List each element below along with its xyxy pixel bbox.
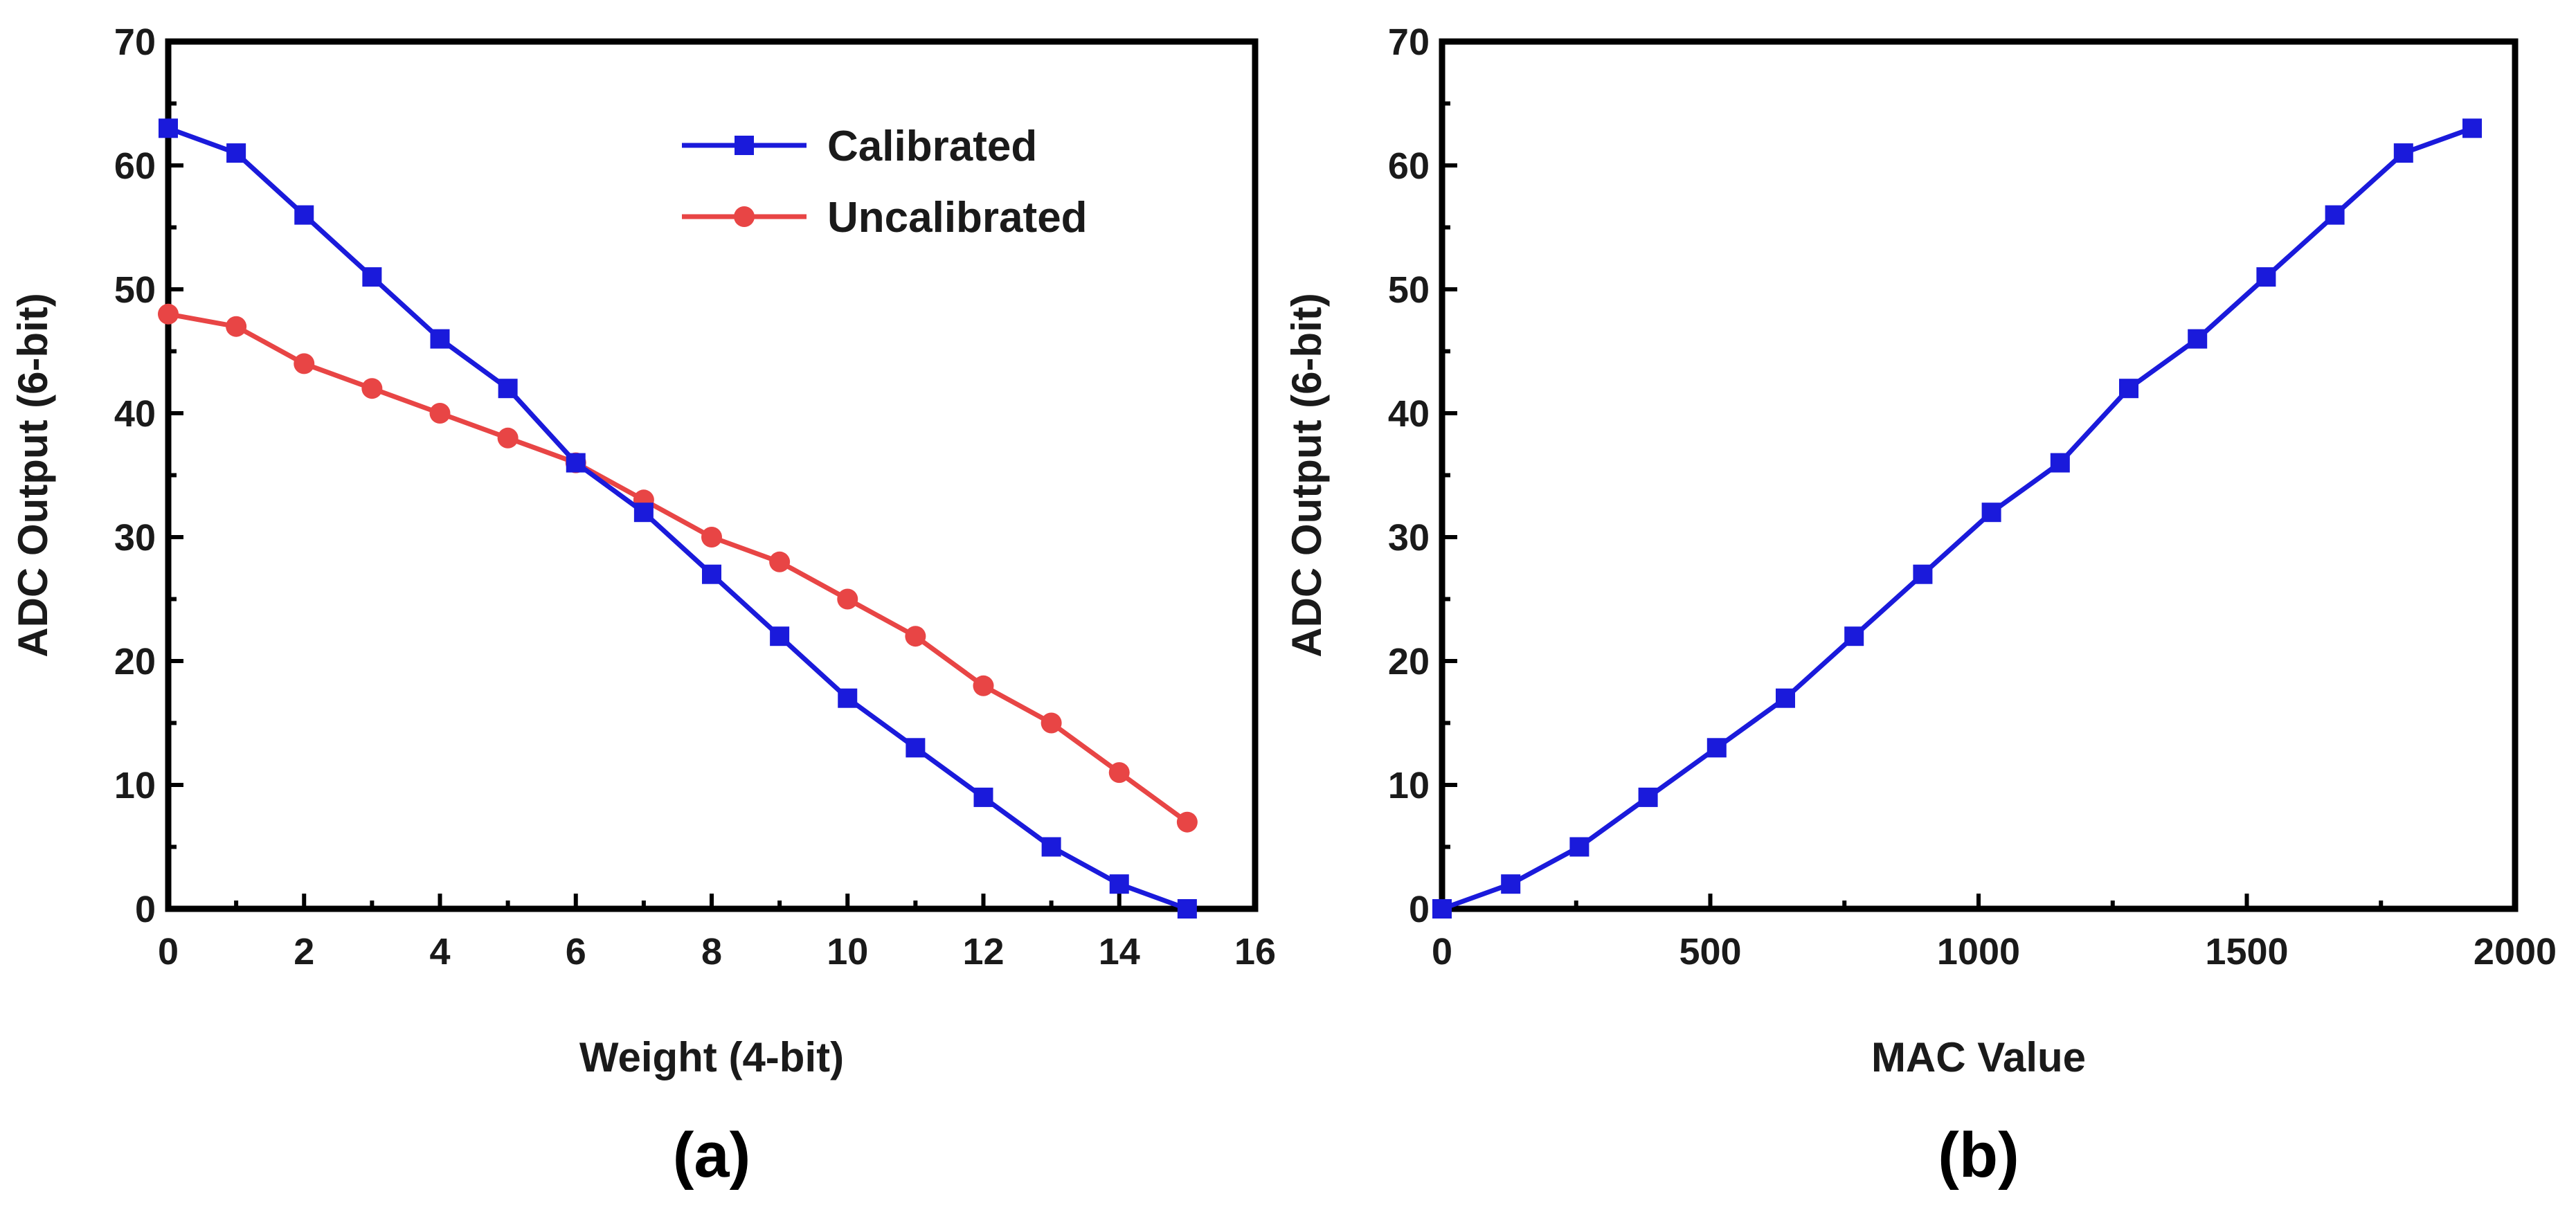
panel-a-series-calibrated-point bbox=[838, 688, 858, 708]
legend-swatch-marker bbox=[735, 136, 754, 155]
legend-label: Uncalibrated bbox=[827, 194, 1088, 242]
panel-a-x-tick-label: 16 bbox=[1234, 931, 1276, 973]
panel-b-plot-frame bbox=[1439, 38, 2519, 912]
panel-a-series-uncalibrated-point bbox=[905, 626, 926, 647]
panel-a-y-axis-label: ADC Output (6-bit) bbox=[10, 293, 56, 658]
panel-a-series-uncalibrated-line bbox=[168, 311, 1189, 824]
legend-label: Calibrated bbox=[827, 123, 1037, 170]
panel-a-y-tick-label: 60 bbox=[114, 145, 156, 187]
panel-a-series-calibrated-point bbox=[633, 503, 654, 523]
panel-a-x-tick-label: 14 bbox=[1099, 931, 1140, 973]
panel-b-y-tick-label: 30 bbox=[1388, 517, 1430, 559]
panel-a-legend: Calibrated Uncalibrated bbox=[682, 123, 1088, 242]
panel-a-series-calibrated-point bbox=[430, 329, 450, 349]
panel-a-x-tick-label: 0 bbox=[158, 931, 179, 973]
panel-a-series-uncalibrated-point bbox=[429, 403, 451, 424]
panel-a-series-calibrated-point bbox=[566, 453, 586, 473]
panel-b-series-adc-point bbox=[2393, 143, 2413, 163]
panel-b-series-adc-point bbox=[2325, 205, 2345, 225]
panel-a-series-uncalibrated-point bbox=[1176, 811, 1198, 833]
panel-b-series-adc-point bbox=[1844, 626, 1864, 646]
panel-a-y-tick-label: 30 bbox=[114, 517, 156, 559]
panel-a-series-uncalibrated-point bbox=[973, 675, 994, 696]
panel-a-series-uncalibrated-point bbox=[837, 588, 858, 610]
panel-a-series-uncalibrated-point bbox=[294, 353, 315, 374]
panel-b-y-axis-label: ADC Output (6-bit) bbox=[1284, 293, 1330, 658]
panel-b-x-tick-label: 1000 bbox=[1937, 931, 2020, 973]
panel-a-series-calibrated-point bbox=[1041, 837, 1061, 857]
panel-b-y-tick-label: 70 bbox=[1388, 21, 1430, 63]
panel-a-series-uncalibrated-point bbox=[361, 378, 383, 399]
panel-b-y-tick-label: 60 bbox=[1388, 145, 1430, 187]
panel-a-x-tick-label: 8 bbox=[701, 931, 722, 973]
panel-b-series-adc-point bbox=[1432, 899, 1452, 919]
panel-b-y-tick-label: 20 bbox=[1388, 641, 1430, 682]
panel-b-x-tick-label: 1500 bbox=[2205, 931, 2288, 973]
panel-a-x-tick-label: 2 bbox=[294, 931, 314, 973]
panel-a-series-calibrated-point bbox=[702, 564, 721, 584]
panel-a-x-axis-label: Weight (4-bit) bbox=[579, 1034, 844, 1080]
panel-b-series-adc-point bbox=[1981, 503, 2001, 523]
panel-a-y-tick-label: 0 bbox=[135, 889, 156, 930]
panel-b-series-adc-point bbox=[1638, 787, 1658, 807]
panel-a-x-tick-label: 4 bbox=[429, 931, 450, 973]
panel-a-series-uncalibrated-point bbox=[1041, 712, 1062, 734]
panel-b-x-tick-label: 500 bbox=[1679, 931, 1741, 973]
panel-a-series-uncalibrated-point bbox=[158, 303, 179, 325]
panel-a-series-uncalibrated-point bbox=[226, 316, 247, 337]
panel-a-series-calibrated-point bbox=[906, 738, 926, 758]
panel-b-series-adc-point bbox=[2462, 118, 2482, 138]
panel-b-series-adc-point bbox=[1776, 688, 1795, 708]
panel-b-series-adc-point bbox=[2050, 453, 2070, 473]
panel-a-y-tick-label: 20 bbox=[114, 641, 156, 682]
panel-a-series-calibrated-point bbox=[159, 118, 178, 138]
panel-a-y-tick-label: 10 bbox=[114, 765, 156, 806]
panel-b-y-tick-label: 50 bbox=[1388, 269, 1430, 311]
panel-b-series-adc-point bbox=[2119, 379, 2138, 399]
panel-a-x-tick-label: 10 bbox=[827, 931, 868, 973]
panel-a-series-uncalibrated-point bbox=[769, 551, 791, 572]
panel-b-series-adc-point bbox=[2256, 267, 2276, 287]
panel-a-series-calibrated-point bbox=[498, 379, 518, 399]
panel-b-x-tick-label: 0 bbox=[1432, 931, 1452, 973]
panel-a-series-calibrated-point bbox=[770, 626, 790, 646]
panel-b-y-tick-label: 10 bbox=[1388, 765, 1430, 806]
panel-b-y-tick-label: 40 bbox=[1388, 393, 1430, 435]
panel-a-series-calibrated-point bbox=[294, 205, 314, 225]
panel-a-x-tick-label: 6 bbox=[566, 931, 586, 973]
panel-a-series-calibrated-point bbox=[1177, 899, 1197, 919]
legend-swatch-marker bbox=[734, 206, 755, 227]
panel-b-label: (b) bbox=[1938, 1120, 2019, 1191]
panel-a-series-calibrated-point bbox=[1109, 874, 1129, 894]
panel-a-plot-frame bbox=[165, 38, 1259, 912]
panel-b-x-tick-label: 2000 bbox=[2474, 931, 2557, 973]
panel-a-series-calibrated-line bbox=[167, 126, 1189, 912]
chart-panel-a: 0 2 4 6 8 10 12 14 16 0 10 20 30 40 50 60 70 Weight (4-bi… bbox=[10, 21, 1276, 1191]
panel-a-y-tick-label: 50 bbox=[114, 269, 156, 311]
panel-a-series-calibrated-point bbox=[973, 787, 993, 807]
panel-a-series-uncalibrated-point bbox=[701, 527, 722, 548]
panel-b-series-adc-point bbox=[2188, 329, 2208, 349]
panel-a-x-tick-label: 12 bbox=[962, 931, 1004, 973]
panel-a-series-calibrated-point bbox=[226, 143, 246, 163]
panel-b-series-adc-point bbox=[1913, 564, 1933, 584]
panel-b-series-adc-line bbox=[1441, 126, 2474, 912]
panel-b-series-adc-point bbox=[1569, 837, 1589, 857]
panel-b-series-adc-point bbox=[1706, 738, 1727, 758]
panel-a-series-uncalibrated-point bbox=[497, 427, 519, 449]
panel-a-series-calibrated-point bbox=[362, 267, 382, 287]
chart-panel-b: 0 500 1000 1500 2000 0 10 20 30 40 50 60 70 MAC Value… bbox=[1284, 21, 2557, 1191]
panel-a-series-uncalibrated-point bbox=[1108, 762, 1130, 784]
panel-b-x-axis-label: MAC Value bbox=[1871, 1034, 2086, 1080]
panel-a-y-tick-label: 70 bbox=[114, 21, 156, 63]
panel-a-y-tick-label: 40 bbox=[114, 393, 156, 435]
panel-b-y-tick-label: 0 bbox=[1409, 889, 1430, 930]
panel-a-label: (a) bbox=[673, 1120, 750, 1191]
panel-b-series-adc-point bbox=[1501, 874, 1521, 894]
